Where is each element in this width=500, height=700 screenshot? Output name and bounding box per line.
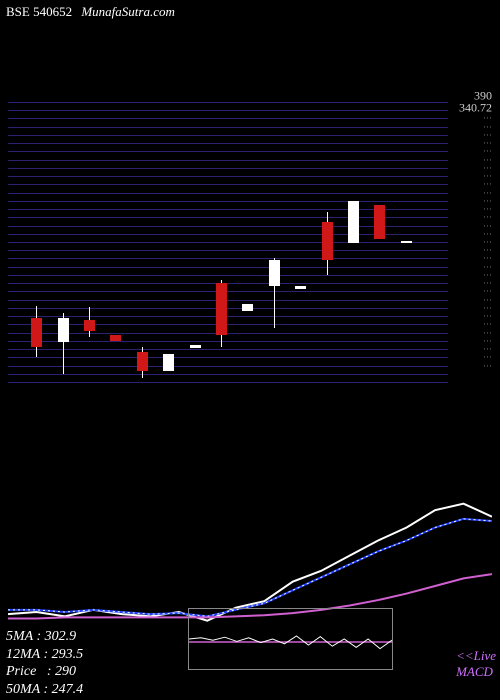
ma-line-12MA xyxy=(8,519,492,617)
stats-readout: 5MA : 302.9 12MA : 293.5 Price : 290 50M… xyxy=(6,628,83,698)
candle-body xyxy=(190,345,201,348)
candle-body xyxy=(216,283,227,335)
chart-header: BSE 540652 MunafaSutra.com xyxy=(6,4,175,20)
candle-body xyxy=(163,354,174,371)
stat-12ma: 12MA : 293.5 xyxy=(6,646,83,664)
stat-50ma: 50MA : 247.4 xyxy=(6,681,83,699)
candle xyxy=(242,102,253,382)
candle xyxy=(58,102,69,382)
ticker-symbol: BSE 540652 xyxy=(6,4,72,19)
candle xyxy=(31,102,42,382)
macd-inset-chart xyxy=(188,608,393,670)
candle xyxy=(401,102,412,382)
y-axis-label-top: 340.72 xyxy=(459,101,492,116)
candle xyxy=(374,102,385,382)
candle-body xyxy=(137,352,148,370)
candle-body xyxy=(84,320,95,331)
ma-lines-svg xyxy=(8,495,492,625)
candle xyxy=(84,102,95,382)
macd-svg xyxy=(189,609,392,669)
candle xyxy=(295,102,306,382)
candle-body xyxy=(110,335,121,341)
candle xyxy=(110,102,121,382)
ma-line-5MA xyxy=(8,504,492,621)
y-axis-label: ··· xyxy=(483,361,492,371)
moving-average-chart xyxy=(8,495,492,625)
candle-body xyxy=(401,241,412,244)
candle-body xyxy=(295,286,306,289)
grid-line xyxy=(8,382,448,383)
candle xyxy=(348,102,359,382)
candle xyxy=(163,102,174,382)
candle xyxy=(190,102,201,382)
macd-live-label: <<Live MACD xyxy=(456,648,496,679)
candle-body xyxy=(374,205,385,239)
candle-body xyxy=(269,260,280,285)
site-watermark: MunafaSutra.com xyxy=(81,4,175,19)
ma-line-12MA-dotted xyxy=(8,519,492,617)
candlestick-chart: ········································… xyxy=(8,102,492,382)
candle-body xyxy=(242,304,253,311)
stat-5ma: 5MA : 302.9 xyxy=(6,628,83,646)
candle xyxy=(137,102,148,382)
stat-price: Price : 290 xyxy=(6,663,83,681)
candle-body xyxy=(322,222,333,260)
candle xyxy=(216,102,227,382)
candle-body xyxy=(348,201,359,243)
candle xyxy=(269,102,280,382)
candle-body xyxy=(31,318,42,346)
candle-body xyxy=(58,318,69,342)
candle xyxy=(322,102,333,382)
